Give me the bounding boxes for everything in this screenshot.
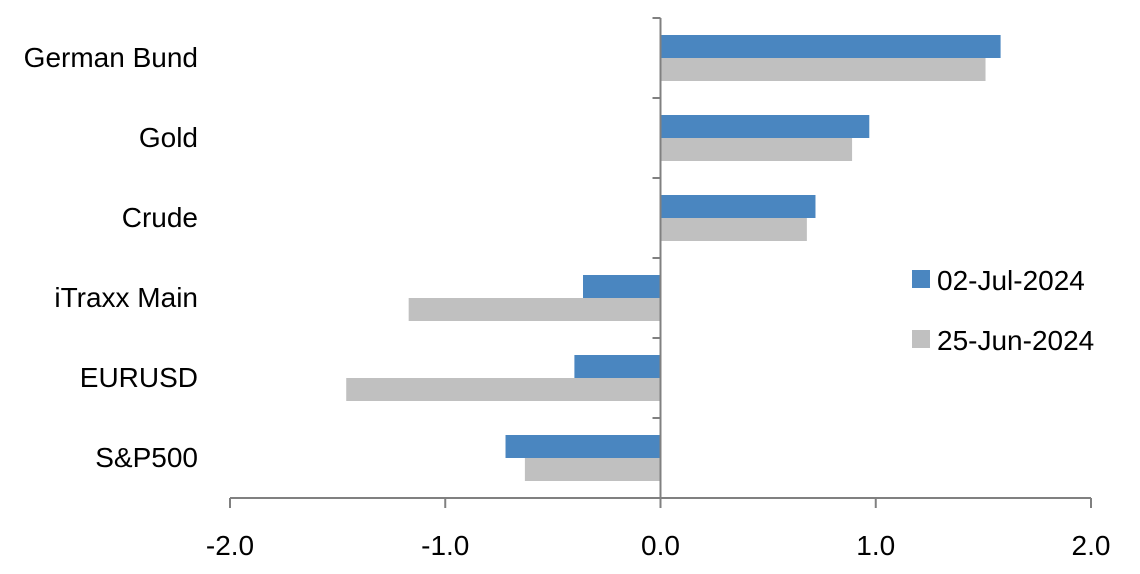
category-label: EURUSD [80,362,198,393]
bar-current [583,275,661,298]
bar-previous [660,218,807,241]
x-tick-label: 2.0 [1072,530,1111,561]
legend-swatch [912,270,930,288]
bar-previous [408,298,661,321]
legend-label: 02-Jul-2024 [937,265,1085,296]
category-label: German Bund [24,42,198,73]
bar-previous [346,378,661,401]
legend-label: 25-Jun-2024 [937,325,1094,356]
bar-current [505,435,661,458]
bar-previous [660,138,853,161]
bar-previous [524,458,661,481]
bar-current [660,35,1001,58]
bar-current [660,195,816,218]
bar-current [660,115,870,138]
x-tick-label: 1.0 [856,530,895,561]
category-label: S&P500 [95,442,198,473]
bar-current [574,355,661,378]
legend-swatch [912,330,930,348]
category-label: Crude [122,202,198,233]
x-tick-label: 0.0 [641,530,680,561]
bar-previous [660,58,986,81]
x-tick-label: -2.0 [206,530,254,561]
x-tick-label: -1.0 [421,530,469,561]
category-label: Gold [139,122,198,153]
category-label: iTraxx Main [54,282,198,313]
